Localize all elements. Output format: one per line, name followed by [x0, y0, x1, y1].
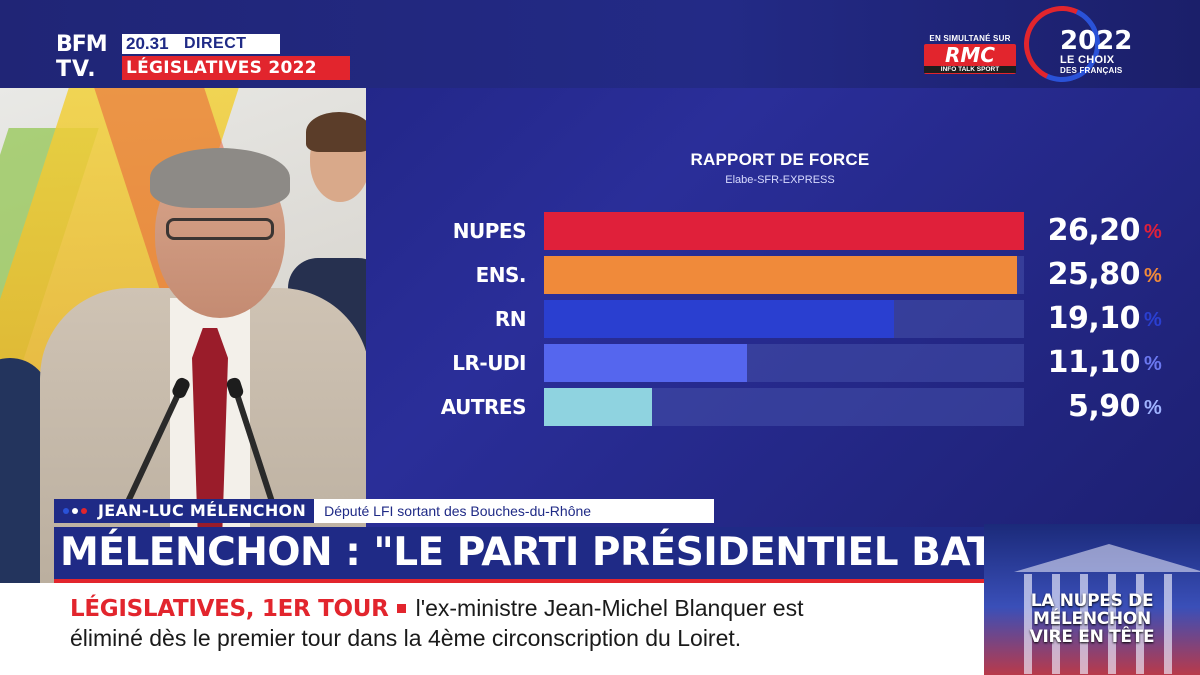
rmc-logo: RMC INFO TALK SPORT [924, 44, 1016, 74]
percent-sign: % [1144, 309, 1162, 331]
dot [72, 508, 78, 514]
ticker-text-1: l'ex-ministre Jean-Michel Blanquer est [415, 595, 804, 621]
bar-row-ens-: ENS. 25,80% [420, 256, 1180, 294]
promo-line-3: VIRE EN TÊTE [1029, 627, 1155, 647]
speaker-name: JEAN-LUC MÉLENCHON [96, 499, 315, 523]
chart-title: RAPPORT DE FORCE [690, 150, 870, 169]
bar-track [544, 300, 1024, 338]
headline-underline [54, 579, 984, 583]
promo-line-1: LA NUPES DE [1030, 591, 1154, 611]
simulcast-label: EN SIMULTANÉ SUR [929, 34, 1011, 43]
clock: 20.31 [126, 34, 169, 53]
bar-row-autres: AUTRES 5,90% [420, 388, 1180, 426]
tricolor-dots-icon [54, 499, 96, 523]
headline: MÉLENCHON : "LE PARTI PRÉSIDENTIEL BATTU… [54, 527, 1072, 579]
election-line-2: LE CHOIX [1060, 54, 1115, 66]
rmc-text: RMC [945, 43, 995, 67]
bar-label: ENS. [475, 263, 527, 287]
dot [63, 508, 69, 514]
bar-label: RN [494, 307, 527, 331]
rmc-tagline: INFO TALK SPORT [924, 66, 1016, 73]
promo-text: LA NUPES DE MÉLENCHON VIRE EN TÊTE [984, 592, 1200, 646]
news-ticker: LÉGISLATIVES, 1ER TOUR l'ex-ministre Jean… [0, 583, 984, 675]
bar-value-label: 19,10 [1047, 301, 1141, 336]
bar [544, 344, 748, 382]
bar-value-label: 26,20 [1047, 213, 1141, 248]
election-logo: 2022 LE CHOIX DES FRANÇAIS [1060, 28, 1170, 76]
election-line-3: DES FRANÇAIS [1060, 66, 1123, 75]
bar-track [544, 388, 1024, 426]
bar-track [544, 212, 1024, 250]
chart-subtitle: Elabe-SFR-EXPRESS [725, 174, 835, 186]
bar [544, 256, 1017, 294]
percent-sign: % [1144, 265, 1162, 287]
bar-track [544, 256, 1024, 294]
bar [544, 212, 1024, 250]
logo-line-1: BFM [56, 32, 108, 57]
promo-line-2: MÉLENCHON [1033, 609, 1151, 629]
ticker-line-2: éliminé dès le premier tour dans la 4ème… [70, 625, 742, 651]
bar-label: NUPES [452, 219, 527, 243]
name-strip: JEAN-LUC MÉLENCHON Député LFI sortant de… [54, 499, 714, 523]
bar [544, 388, 653, 426]
bar-row-rn: RN 19,10% [420, 300, 1180, 338]
bar-row-lr-udi: LR-UDI 11,10% [420, 344, 1180, 382]
ticker-keyword: LÉGISLATIVES, 1ER TOUR [70, 596, 389, 622]
bar-label: LR-UDI [452, 351, 526, 375]
bfmtv-logo: BFM TV. [56, 32, 118, 84]
bar-label: AUTRES [440, 395, 527, 419]
show-title: LÉGISLATIVES 2022 [122, 56, 350, 80]
percent-sign: % [1144, 221, 1162, 243]
percent-sign: % [1144, 397, 1162, 419]
assembly-building-icon [1004, 544, 1200, 674]
logo-line-2: TV. [56, 57, 97, 82]
time-live-box: 20.31 DIRECT [122, 34, 280, 54]
bar-value-label: 11,10 [1047, 345, 1141, 380]
election-year: 2022 [1060, 26, 1133, 56]
bar-value-label: 5,90 [1067, 389, 1141, 424]
bar-value-label: 25,80 [1047, 257, 1141, 292]
speaker-role: Député LFI sortant des Bouches-du-Rhône [314, 499, 714, 523]
bar-track [544, 344, 1024, 382]
promo-box: LA NUPES DE MÉLENCHON VIRE EN TÊTE [984, 524, 1200, 675]
square-bullet-icon [396, 603, 406, 613]
dot [81, 508, 87, 514]
live-badge: DIRECT [184, 35, 247, 52]
percent-sign: % [1144, 353, 1162, 375]
ticker-line-1: LÉGISLATIVES, 1ER TOUR l'ex-ministre Jean… [70, 593, 803, 624]
bar [544, 300, 894, 338]
bar-row-nupes: NUPES 26,20% [420, 212, 1180, 250]
broadcast-header: BFM TV. 20.31 DIRECT LÉGISLATIVES 2022 E… [0, 0, 1200, 93]
